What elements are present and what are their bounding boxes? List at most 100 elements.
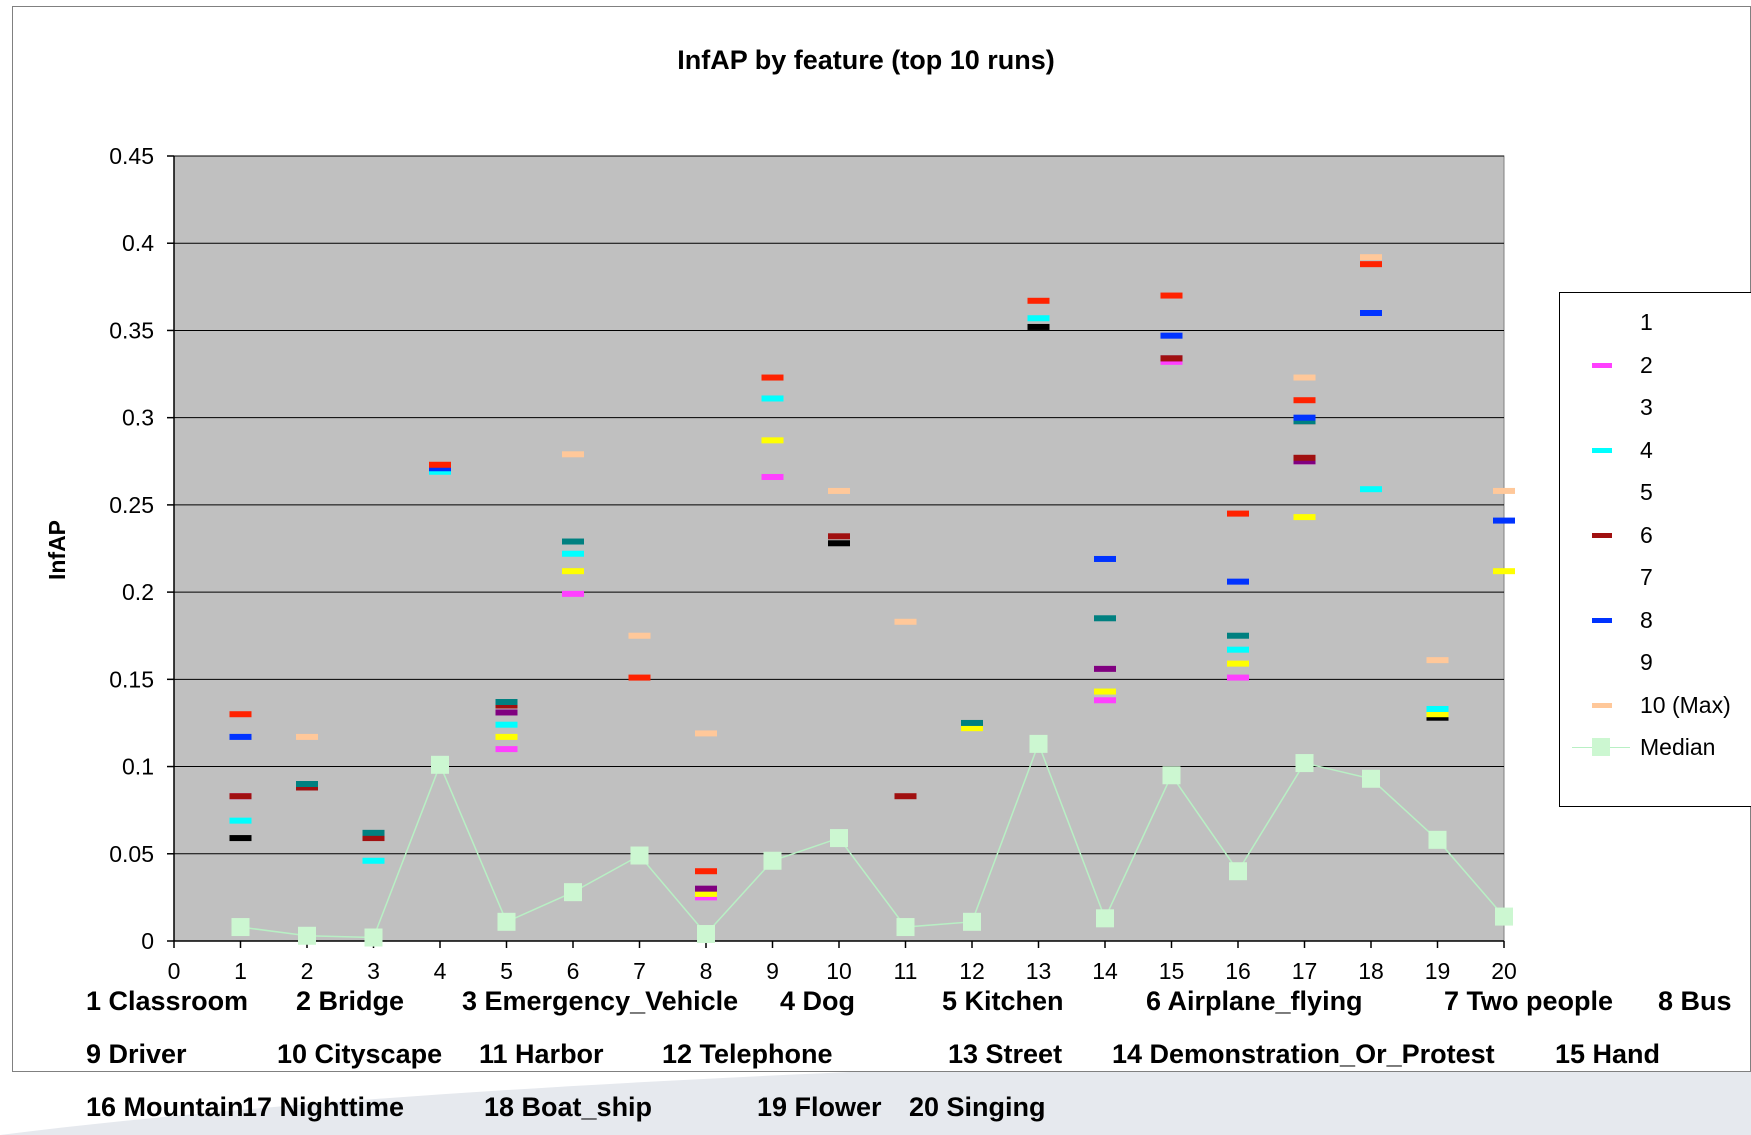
series-6-point: [495, 702, 518, 709]
legend-label: 6: [1640, 521, 1653, 548]
grid-lines: [174, 155, 1504, 855]
series-3-point: [1293, 514, 1316, 521]
series-1-point: [828, 540, 850, 547]
series-4-point: [562, 550, 584, 557]
series-8-point: [229, 733, 252, 740]
x-tick-label: 9: [766, 958, 779, 984]
series-9-point: [628, 674, 651, 681]
feature-caption: 5 Kitchen: [942, 986, 1064, 1016]
feature-caption: 16 Mountain: [86, 1092, 244, 1122]
series-8-point: [1160, 332, 1183, 339]
series-9-point: [695, 868, 717, 875]
median-point: [1362, 769, 1380, 788]
series-8-point: [1360, 310, 1382, 316]
feature-caption: 3 Emergency_Vehicle: [462, 986, 739, 1016]
series-4-point: [229, 817, 252, 824]
legend-label: 2: [1640, 351, 1653, 378]
series-7-point: [296, 781, 318, 787]
series-2-point: [495, 746, 518, 753]
series-6-point: [296, 784, 318, 791]
series-8-point: [1094, 555, 1116, 562]
median-point: [1029, 734, 1048, 753]
series-7-point: [1293, 418, 1316, 425]
series-8-point: [429, 465, 451, 472]
series-3-point: [1227, 660, 1249, 667]
series-6-point: [828, 533, 850, 540]
legend-swatch: [1592, 447, 1612, 453]
legend-label: Median: [1640, 734, 1716, 760]
series-2-point: [761, 473, 784, 480]
series-4-point: [761, 395, 784, 402]
legend-item: 5: [1560, 473, 1751, 513]
series-4-point: [1227, 646, 1249, 653]
series-4-point: [362, 857, 385, 864]
series-10-point: [562, 451, 584, 458]
series-9-point: [1160, 292, 1183, 299]
legend-item: 1: [1560, 303, 1751, 343]
series-4-point: [495, 721, 518, 728]
legend-swatch: [1592, 532, 1612, 538]
series-3-point: [1094, 688, 1116, 695]
y-tick-label: 0.05: [109, 841, 154, 867]
y-tick-label: 0.2: [122, 579, 154, 605]
x-tick-label: 6: [567, 958, 580, 984]
plot-area: [173, 155, 1505, 942]
y-tick-label: 0.1: [122, 754, 154, 780]
median-point: [1428, 830, 1447, 849]
series-3-point: [695, 890, 717, 897]
series-10-point: [1293, 374, 1316, 381]
median-point: [1229, 862, 1247, 881]
x-tick-label: 2: [301, 958, 314, 984]
series-4-point: [1360, 486, 1382, 493]
x-tick-label: 17: [1292, 958, 1318, 984]
median-point: [1162, 766, 1181, 785]
legend-swatch: [1592, 362, 1612, 368]
series-6-point: [362, 835, 385, 842]
series-7-point: [362, 829, 385, 836]
y-tick-label: 0.35: [109, 317, 154, 343]
median-point: [697, 925, 715, 944]
x-tick-label: 8: [700, 958, 713, 984]
x-axis-ticks: 0 1 2 3 4 5 6 7 8 9 10 11 12 13 14 15 16 17 18 19 20: [168, 941, 1517, 984]
series-marks: [229, 254, 1515, 901]
x-tick-label: 20: [1491, 958, 1517, 984]
series-6-point: [229, 793, 252, 800]
x-tick-label: 13: [1026, 958, 1052, 984]
median-point: [1495, 907, 1513, 926]
series-2-point: [695, 894, 717, 901]
series-10-point: [1426, 657, 1449, 664]
series-9-point: [1227, 510, 1249, 517]
x-tick-label: 0: [168, 958, 181, 984]
series-2-point: [1094, 697, 1116, 704]
series-9-point: [229, 711, 252, 718]
series-4-point: [429, 468, 451, 475]
feature-caption: 12 Telephone: [662, 1039, 833, 1069]
series-3-point: [1426, 711, 1449, 718]
x-tick-label: 11: [894, 958, 918, 984]
series-5-point: [695, 885, 717, 892]
legend-swatch: [1592, 617, 1612, 623]
x-tick-label: 19: [1425, 958, 1451, 984]
legend-label: 1: [1640, 309, 1653, 335]
series-4-point: [1027, 315, 1050, 322]
legend: 1 2 3 4 5 6 7 8 9 10 (Max) Median: [1559, 292, 1751, 807]
series-2-point: [562, 590, 584, 597]
series-5-point: [1293, 458, 1316, 465]
feature-caption: 1 Classroom: [86, 986, 249, 1016]
feature-caption: 11 Harbor: [479, 1039, 604, 1069]
series-9-point: [1360, 261, 1382, 268]
x-tick-label: 10: [826, 958, 852, 984]
median-point: [431, 755, 449, 774]
x-tick-label: 18: [1358, 958, 1384, 984]
feature-caption: 19 Flower: [757, 1092, 882, 1122]
y-tick-label: 0: [141, 928, 154, 954]
median-point: [497, 912, 516, 931]
legend-label: 5: [1640, 479, 1653, 505]
median-point: [763, 851, 782, 870]
x-tick-label: 5: [500, 958, 513, 984]
series-10-point: [628, 632, 651, 639]
median-line: [231, 734, 1513, 947]
median-point: [364, 928, 383, 947]
series-1-point: [1426, 714, 1449, 721]
